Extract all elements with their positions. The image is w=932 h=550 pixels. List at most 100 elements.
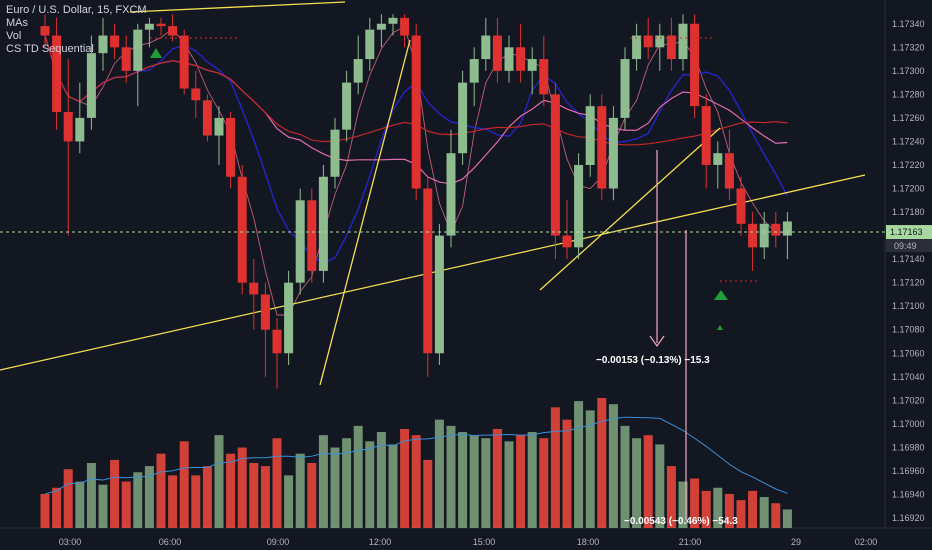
volume-bar <box>214 435 224 528</box>
volume-bar <box>179 441 189 528</box>
candle-body <box>701 106 711 165</box>
trendline-1 <box>0 174 866 371</box>
volume-bar <box>133 472 143 528</box>
candle-body <box>63 112 73 142</box>
volume-bar <box>771 503 781 528</box>
y-tick-label: 1.17320 <box>892 42 925 52</box>
y-tick-label: 1.17040 <box>892 372 925 382</box>
volume-bar <box>63 469 73 528</box>
volume-bar <box>353 425 363 528</box>
y-tick-label: 1.16960 <box>892 466 925 476</box>
legend-item-mas[interactable]: MAs <box>6 17 28 29</box>
candle-body <box>75 117 85 142</box>
td-buy-arrow-icon <box>714 290 728 300</box>
volume-bar <box>597 398 607 528</box>
volume-bar <box>481 438 491 528</box>
measure-label-1: −0.00153 (−0.13%) −15.3 <box>596 355 710 366</box>
candle-body <box>86 53 96 118</box>
candle-body <box>144 23 154 30</box>
volume-bar <box>156 453 166 528</box>
volume-bar <box>272 438 282 528</box>
candle-body <box>434 235 444 354</box>
volume-bar <box>423 459 433 528</box>
candle-body <box>353 59 363 83</box>
candle-body <box>504 47 514 71</box>
candle-body <box>597 106 607 189</box>
candle-body <box>202 100 212 136</box>
volume-bar <box>191 475 201 528</box>
candle-body <box>492 35 502 71</box>
td-buy-small-arrow-icon <box>717 325 723 330</box>
y-tick-label: 1.17000 <box>892 419 925 429</box>
y-tick-label: 1.17080 <box>892 325 925 335</box>
candle-body <box>307 200 317 271</box>
y-tick-label: 1.17200 <box>892 184 925 194</box>
candle-body <box>759 223 769 248</box>
candle-body <box>527 59 537 71</box>
candle-body <box>423 188 433 354</box>
candle-body <box>110 35 120 48</box>
volume-bar <box>144 466 154 528</box>
candle-body <box>179 35 189 89</box>
candle-body <box>632 35 642 60</box>
candle-body <box>713 153 723 165</box>
candle-body <box>736 188 746 224</box>
candle-body <box>330 129 340 177</box>
candle-body <box>133 29 143 71</box>
volume-bar <box>86 463 96 528</box>
volume-bar <box>748 490 758 528</box>
candle-body <box>272 329 282 354</box>
candle-body <box>191 88 201 101</box>
candle-body <box>249 282 259 295</box>
y-tick-label: 1.17280 <box>892 89 925 99</box>
candle-body <box>40 26 50 36</box>
legend-item-vol[interactable]: Vol <box>6 30 22 42</box>
last-price-badge <box>886 225 932 240</box>
volume-bar <box>620 425 630 528</box>
volume-bar <box>400 428 410 528</box>
x-tick-label: 15:00 <box>473 537 496 547</box>
candle-body <box>121 47 131 71</box>
volume-bar <box>75 481 85 528</box>
candle-body <box>562 235 572 248</box>
volume-bar <box>434 419 444 528</box>
candle-body <box>782 221 792 236</box>
x-tick-label: 12:00 <box>369 537 392 547</box>
volume-ma-line <box>44 416 788 495</box>
y-tick-label: 1.17100 <box>892 301 925 311</box>
volume-bar <box>52 487 62 528</box>
volume-bar <box>713 487 723 528</box>
volume-bar <box>678 481 688 528</box>
x-tick-label: 06:00 <box>159 537 182 547</box>
volume-bar <box>539 438 549 528</box>
volume-bar <box>110 459 120 528</box>
volume-bar <box>226 453 236 528</box>
volume-bar <box>469 435 479 528</box>
y-tick-label: 1.17220 <box>892 160 925 170</box>
volume-bar <box>666 466 676 528</box>
legend-item-td-sequential[interactable]: CS TD Sequential <box>6 43 94 55</box>
y-tick-label: 1.16940 <box>892 489 925 499</box>
volume-bar <box>550 407 560 528</box>
volume-bar <box>318 435 328 528</box>
volume-bar <box>643 435 653 528</box>
candle-body <box>771 223 781 236</box>
candle-body <box>365 29 375 60</box>
volume-bar <box>608 404 618 528</box>
candle-body <box>156 23 166 27</box>
volume-bar <box>632 438 642 528</box>
candle-body <box>237 176 247 283</box>
y-tick-label: 1.17120 <box>892 278 925 288</box>
candle-body <box>516 47 526 71</box>
trendline-2 <box>319 39 411 386</box>
candle-body <box>655 35 665 48</box>
volume-bar <box>458 432 468 528</box>
candle-body <box>748 223 758 248</box>
volume-bar <box>295 453 305 528</box>
candle-body <box>539 59 549 95</box>
candle-body <box>400 17 410 36</box>
y-tick-label: 1.17020 <box>892 395 925 405</box>
volume-bar <box>307 463 317 528</box>
candle-body <box>376 23 386 30</box>
